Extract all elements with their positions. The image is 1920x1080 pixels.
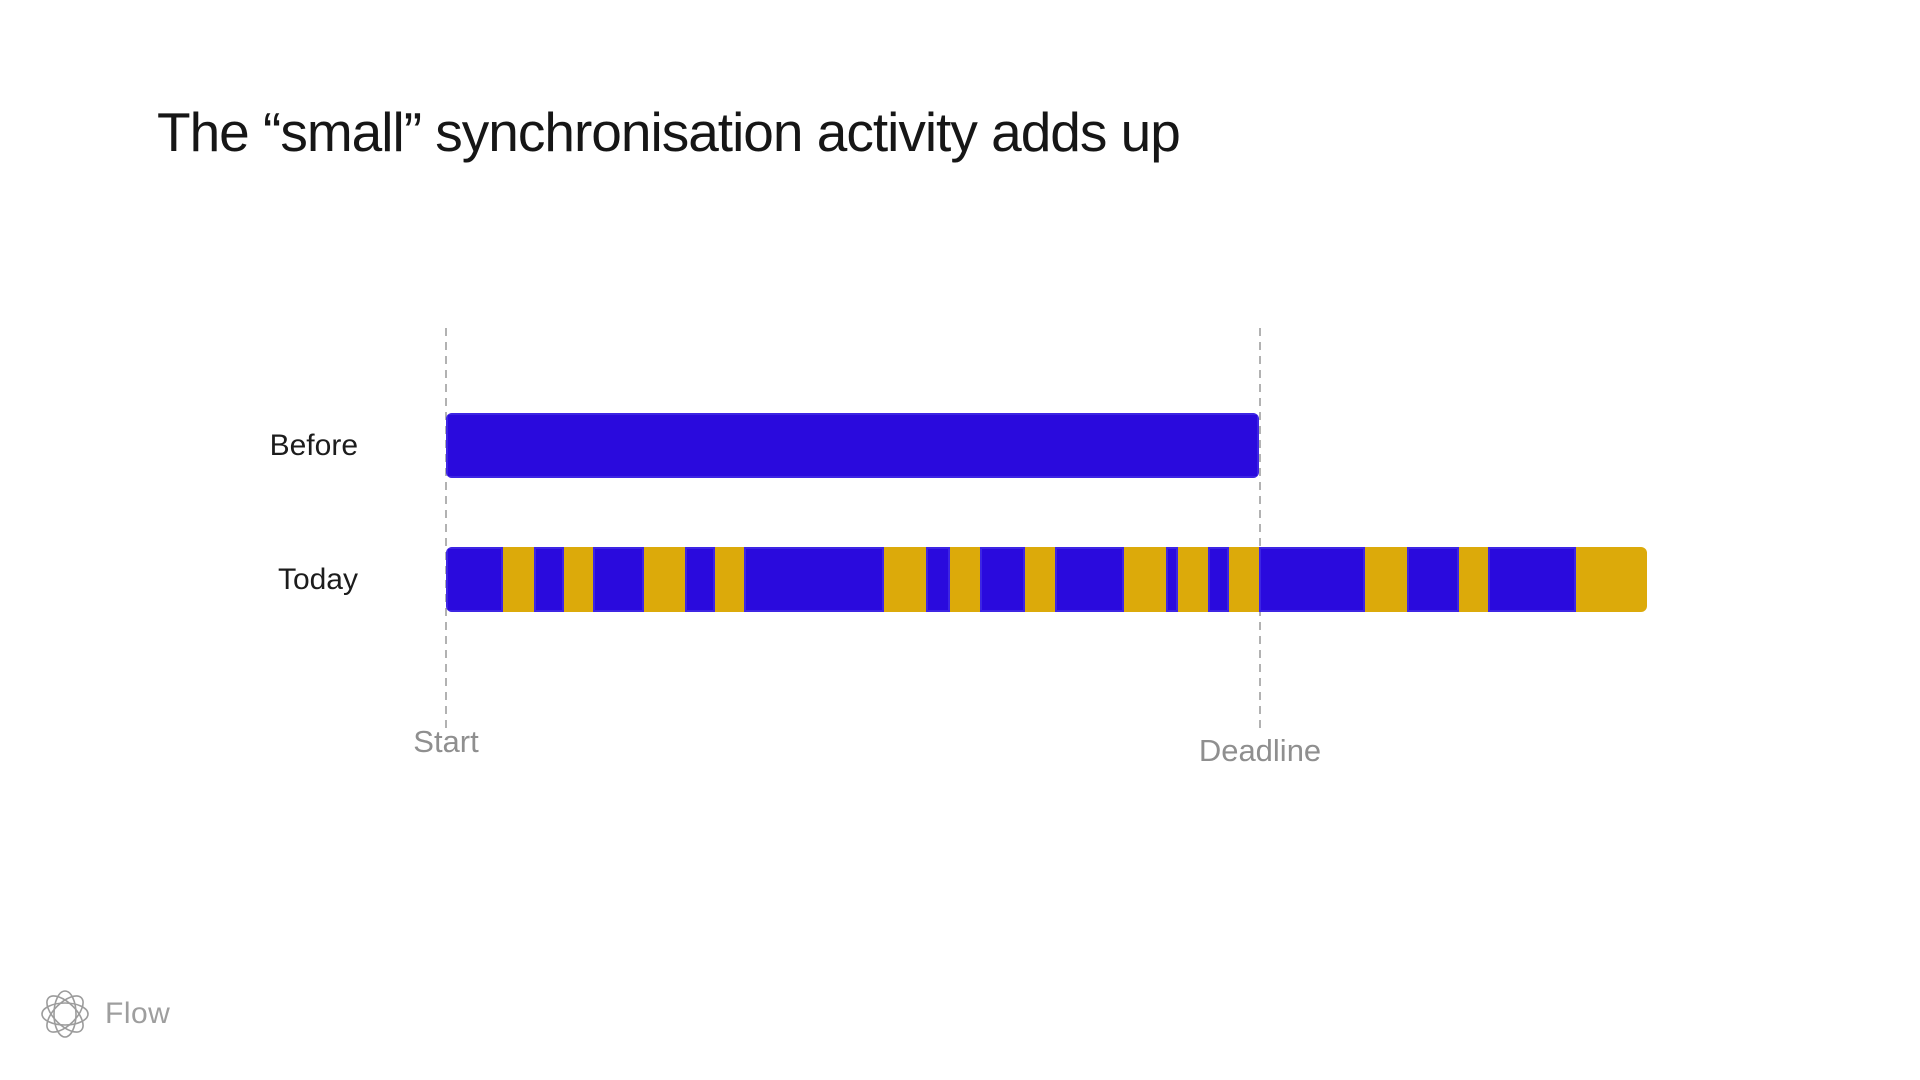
segment-blue <box>1259 547 1365 612</box>
segment-yellow <box>564 547 593 612</box>
segment-blue <box>926 547 950 612</box>
row-label-before: Before <box>269 428 358 462</box>
segment-blue <box>1208 547 1229 612</box>
segment-yellow <box>1178 547 1208 612</box>
brand-name: Flow <box>105 997 171 1030</box>
marker-line-deadline <box>1259 328 1261 728</box>
segment-blue <box>534 547 564 612</box>
segment-yellow <box>950 547 980 612</box>
segment-yellow <box>715 547 744 612</box>
segment-yellow <box>1576 547 1647 612</box>
segment-yellow <box>1025 547 1055 612</box>
segment-yellow <box>884 547 926 612</box>
segment-blue <box>1166 547 1178 612</box>
segment-yellow <box>1124 547 1166 612</box>
marker-line-start <box>445 328 447 728</box>
marker-label-start: Start <box>413 724 479 759</box>
segment-blue <box>446 547 503 612</box>
segment-blue <box>685 547 715 612</box>
segment-blue <box>744 547 884 612</box>
segment-blue <box>446 413 1259 478</box>
bar-before <box>446 413 1259 478</box>
slide-title: The “small” synchronisation activity add… <box>157 101 1181 163</box>
segment-yellow <box>1229 547 1259 612</box>
segment-blue <box>1407 547 1459 612</box>
bar-today <box>446 547 1647 612</box>
segment-blue <box>1055 547 1124 612</box>
woven-ellipses-icon <box>41 990 89 1038</box>
segment-yellow <box>644 547 685 612</box>
segment-yellow <box>503 547 534 612</box>
segment-yellow <box>1459 547 1488 612</box>
segment-blue <box>980 547 1025 612</box>
marker-label-deadline: Deadline <box>1198 733 1322 768</box>
segment-yellow <box>1365 547 1407 612</box>
footer: Flow <box>40 990 170 1038</box>
segment-blue <box>593 547 644 612</box>
segment-blue <box>1488 547 1576 612</box>
row-label-today: Today <box>277 562 358 596</box>
